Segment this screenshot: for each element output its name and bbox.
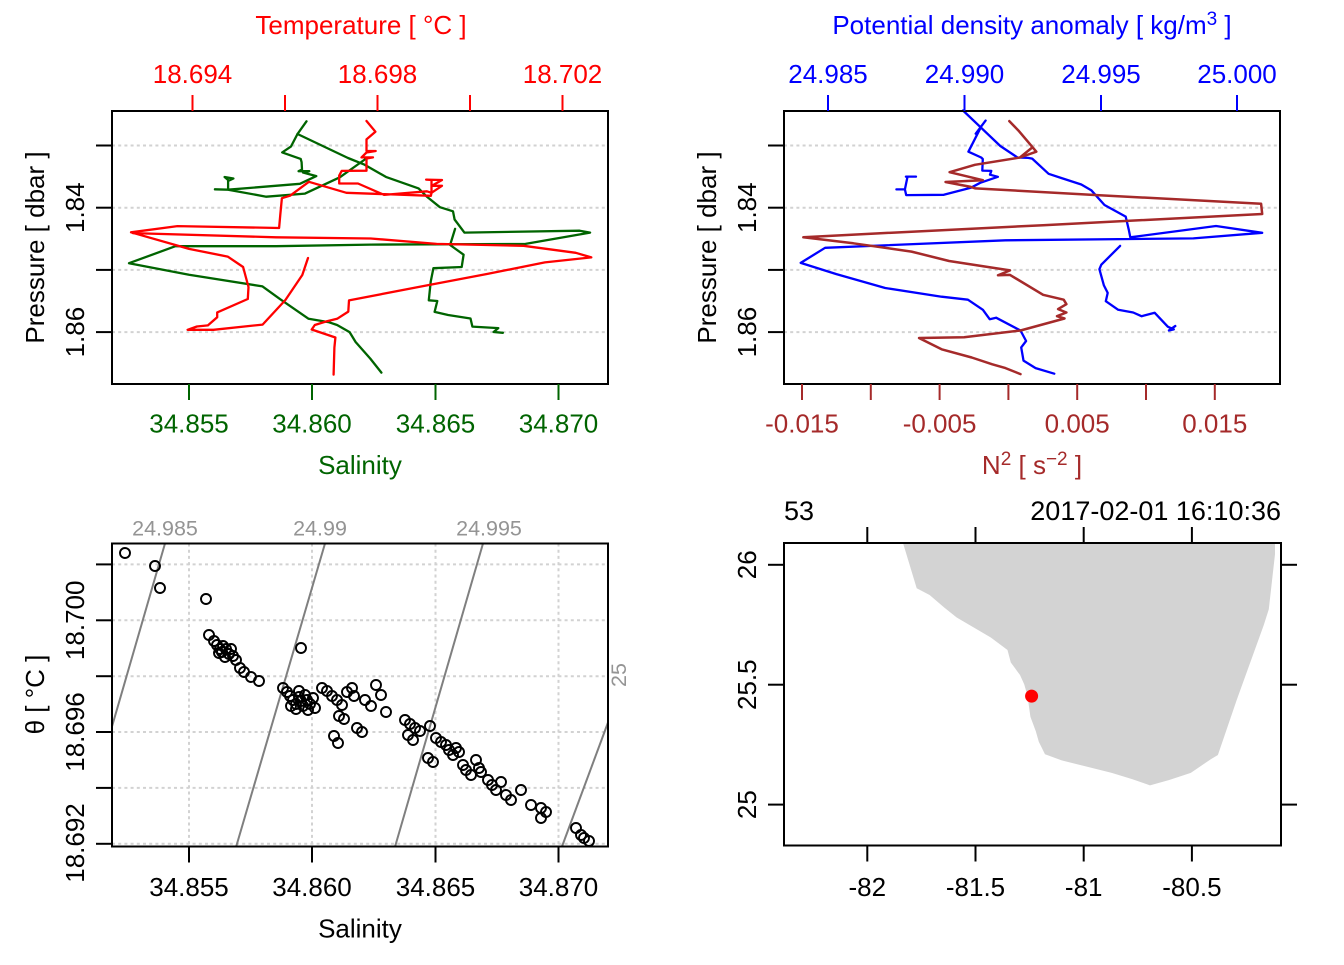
svg-text:-0.005: -0.005 (903, 409, 977, 439)
svg-text:24.985: 24.985 (132, 517, 198, 541)
svg-text:0.015: 0.015 (1182, 409, 1247, 439)
svg-text:18.692: 18.692 (60, 803, 90, 883)
svg-text:34.865: 34.865 (396, 872, 476, 902)
svg-text:18.694: 18.694 (153, 59, 233, 89)
svg-text:0.005: 0.005 (1045, 409, 1110, 439)
svg-text:-82: -82 (849, 872, 887, 902)
svg-text:2017-02-01 16:10:36: 2017-02-01 16:10:36 (1030, 496, 1281, 526)
svg-text:Temperature [ °C ]: Temperature [ °C ] (255, 10, 466, 40)
svg-text:24.995: 24.995 (456, 517, 522, 541)
svg-text:24.985: 24.985 (788, 59, 868, 89)
svg-text:34.870: 34.870 (519, 409, 599, 439)
svg-text:-81.5: -81.5 (946, 872, 1005, 902)
svg-text:24.99: 24.99 (293, 517, 347, 541)
svg-text:1.86: 1.86 (732, 307, 762, 358)
svg-text:24.990: 24.990 (925, 59, 1005, 89)
svg-text:18.696: 18.696 (60, 692, 90, 772)
svg-text:θ [ °C ]: θ [ °C ] (20, 655, 50, 735)
svg-text:34.865: 34.865 (396, 409, 476, 439)
svg-text:Salinity: Salinity (318, 450, 402, 480)
svg-text:18.702: 18.702 (523, 59, 603, 89)
svg-text:-81: -81 (1065, 872, 1103, 902)
svg-text:Salinity: Salinity (318, 914, 402, 944)
svg-text:53: 53 (784, 496, 814, 526)
svg-text:25.000: 25.000 (1197, 59, 1277, 89)
svg-text:Pressure [ dbar ]: Pressure [ dbar ] (20, 151, 50, 343)
svg-text:34.860: 34.860 (272, 872, 352, 902)
svg-text:1.86: 1.86 (60, 307, 90, 358)
svg-text:24.995: 24.995 (1061, 59, 1141, 89)
svg-text:18.700: 18.700 (60, 581, 90, 661)
svg-text:34.860: 34.860 (272, 409, 352, 439)
svg-text:34.870: 34.870 (519, 872, 599, 902)
svg-text:25.5: 25.5 (732, 659, 762, 710)
svg-text:1.84: 1.84 (60, 182, 90, 233)
svg-text:34.855: 34.855 (149, 409, 229, 439)
svg-text:Pressure [ dbar ]: Pressure [ dbar ] (692, 151, 722, 343)
svg-text:-80.5: -80.5 (1162, 872, 1221, 902)
svg-text:25: 25 (607, 663, 631, 687)
svg-text:25: 25 (732, 790, 762, 819)
svg-text:-0.015: -0.015 (765, 409, 839, 439)
svg-text:N2 [ s−2 ]: N2 [ s−2 ] (982, 449, 1082, 480)
svg-text:1.84: 1.84 (732, 182, 762, 233)
svg-text:26: 26 (732, 550, 762, 579)
svg-text:34.855: 34.855 (149, 872, 229, 902)
svg-text:Potential density anomaly [ kg: Potential density anomaly [ kg/m3 ] (832, 9, 1231, 40)
svg-text:18.698: 18.698 (338, 59, 418, 89)
